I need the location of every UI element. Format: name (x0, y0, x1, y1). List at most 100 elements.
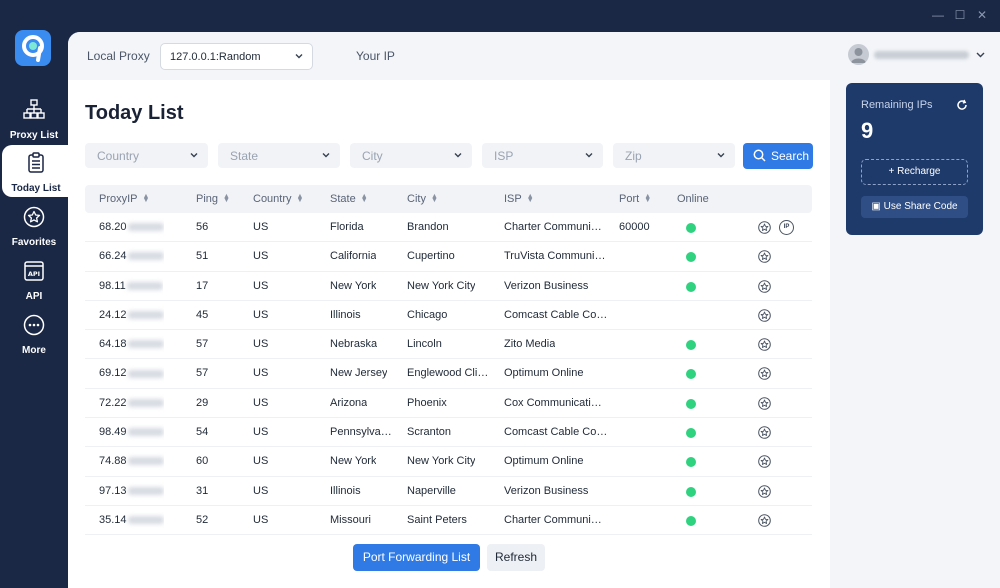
favorite-star-icon[interactable] (758, 279, 771, 293)
sort-icon[interactable]: ▲ ▼ (223, 193, 230, 205)
avatar[interactable] (848, 44, 869, 65)
nav-favorites[interactable]: Favorites (0, 199, 68, 251)
cell-isp-value: TruVista Communi… (504, 250, 606, 263)
cell-state: Pennsylva… (330, 418, 392, 447)
table-row[interactable]: 24.12 45 US Illinois Chicago Comcast Cable Co… (85, 301, 812, 331)
cell-city: Phoenix (407, 389, 447, 418)
favorite-star-icon[interactable] (758, 221, 771, 234)
table-row[interactable]: 74.88 60 US New York New York City Optimum On… (85, 447, 812, 477)
chevron-down-icon (585, 153, 593, 158)
cell-state-value: Florida (330, 221, 364, 233)
remaining-ips-card: Remaining IPs 9 + Recharge ▣ Use Share C… (846, 83, 983, 235)
clipboard-list-icon (28, 152, 44, 173)
cell-ip-value: 97.13 (99, 484, 127, 497)
port-forwarding-list-button[interactable]: Port Forwarding List (353, 544, 480, 571)
table-row[interactable]: 98.11 17 US New York New York City Verizon Bu… (85, 272, 812, 301)
search-button[interactable]: Search (743, 143, 813, 169)
column-header-country[interactable]: Country ▲ ▼ (253, 185, 303, 213)
refresh-icon[interactable] (956, 99, 968, 111)
cell-ping: 57 (196, 359, 208, 388)
cell-state-value: Arizona (330, 396, 368, 409)
column-header-port[interactable]: Port ▲ ▼ (619, 185, 651, 213)
local-proxy-select[interactable]: 127.0.0.1:Random (160, 43, 313, 70)
cell-ip-value: 74.88 (99, 455, 127, 468)
column-header-city[interactable]: City ▲ ▼ (407, 185, 438, 213)
nav-today-list[interactable]: Today List (2, 145, 70, 197)
maximize-button[interactable]: ☐ (954, 8, 966, 22)
cell-country: US (253, 330, 268, 359)
cell-ping-value: 57 (196, 367, 209, 380)
city-filter[interactable]: City (350, 143, 472, 168)
nav-more[interactable]: More (0, 307, 68, 359)
table-row[interactable]: 64.18 57 US Nebraska Lincoln Zito Media (85, 330, 812, 360)
cell-state: Illinois (330, 301, 361, 330)
favorite-star-icon[interactable] (758, 367, 771, 381)
zip-filter[interactable]: Zip (613, 143, 735, 168)
sort-icon[interactable]: ▲ ▼ (296, 193, 304, 205)
app-logo (15, 30, 51, 66)
cell-state-value: Illinois (330, 484, 361, 497)
sort-icon[interactable]: ▲ ▼ (526, 193, 534, 205)
column-header-ping[interactable]: Ping ▲ ▼ (196, 185, 230, 213)
table-row[interactable]: 72.22 29 US Arizona Phoenix Cox Communicati… (85, 389, 812, 419)
ip-info-icon[interactable]: IP (779, 220, 794, 235)
table-row[interactable]: 68.20 56 US Florida Brandon Charter Communi… 6… (85, 213, 812, 243)
title-bar: — ☐ ✕ (0, 0, 1000, 32)
sort-icon[interactable]: ▲ ▼ (142, 193, 150, 205)
refresh-button[interactable]: Refresh (487, 544, 545, 571)
favorite-star-icon[interactable] (758, 396, 771, 410)
cell-country: US (253, 242, 268, 271)
isp-filter[interactable]: ISP (482, 143, 603, 168)
cell-ip-value: 64.18 (99, 338, 127, 351)
cell-country: US (253, 301, 268, 330)
column-header-proxyip[interactable]: ProxyIP ▲ ▼ (99, 185, 149, 213)
favorite-star-icon[interactable] (758, 484, 771, 498)
close-button[interactable]: ✕ (976, 8, 988, 22)
favorite-star-icon[interactable] (758, 250, 771, 264)
city-filter-placeholder: City (362, 149, 383, 163)
favorite-star-icon[interactable] (758, 455, 771, 469)
chevron-down-icon[interactable] (976, 50, 985, 59)
favorite-star-icon[interactable] (758, 426, 771, 439)
nav-proxy-list[interactable]: Proxy List (0, 92, 68, 144)
minimize-button[interactable]: — (932, 8, 944, 22)
favorite-star-icon[interactable] (758, 338, 771, 351)
column-header-isp[interactable]: ISP ▲ ▼ (504, 185, 534, 213)
table-row[interactable]: 97.13 31 US Illinois Naperville Verizon Busin… (85, 477, 812, 506)
favorite-star-icon[interactable] (758, 309, 771, 322)
table-row[interactable]: 69.12 57 US New Jersey Englewood Cli… Optimum… (85, 359, 812, 389)
online-status-dot (686, 428, 696, 439)
sort-icon[interactable]: ▲ ▼ (430, 193, 438, 205)
sort-icon[interactable]: ▲ ▼ (644, 193, 652, 205)
nav-api[interactable]: API API (0, 253, 68, 305)
cell-city-value: Englewood Cli… (407, 367, 489, 380)
table-row[interactable]: 35.14 52 US Missouri Saint Peters Charter Com… (85, 506, 812, 536)
table-row[interactable]: 98.49 54 US Pennsylva… Scranton Comcast Cable… (85, 418, 812, 448)
cell-ip: 24.12 (99, 301, 164, 330)
cell-isp: Verizon Business (504, 477, 588, 506)
country-filter[interactable]: Country (85, 143, 208, 168)
nav-label: Today List (11, 183, 61, 194)
ip-redacted (127, 428, 164, 437)
sort-icon[interactable]: ▲ ▼ (360, 193, 368, 205)
column-header-state[interactable]: State ▲ ▼ (330, 185, 368, 213)
cell-country: US (253, 418, 268, 447)
user-email-redacted (874, 51, 969, 59)
table-row[interactable]: 66.24 51 US California Cupertino TruVista Com… (85, 242, 812, 272)
cell-city: Lincoln (407, 330, 442, 359)
recharge-button[interactable]: + Recharge (861, 159, 968, 185)
use-share-code-button[interactable]: ▣ Use Share Code (861, 196, 968, 218)
cell-port-value: 60000 (619, 221, 650, 233)
ip-redacted (126, 281, 163, 290)
cell-ping-value: 60 (196, 455, 209, 468)
cell-country-value: US (253, 396, 269, 409)
more-circle-icon (23, 314, 45, 336)
state-filter[interactable]: State (218, 143, 340, 168)
column-header-online[interactable]: Online (677, 185, 709, 213)
cell-ip: 35.14 (99, 506, 164, 535)
cell-isp: TruVista Communi… (504, 242, 605, 271)
cell-ping: 45 (196, 301, 208, 330)
cell-state-value: California (330, 250, 377, 263)
ip-redacted (127, 369, 164, 378)
favorite-star-icon[interactable] (758, 514, 771, 527)
